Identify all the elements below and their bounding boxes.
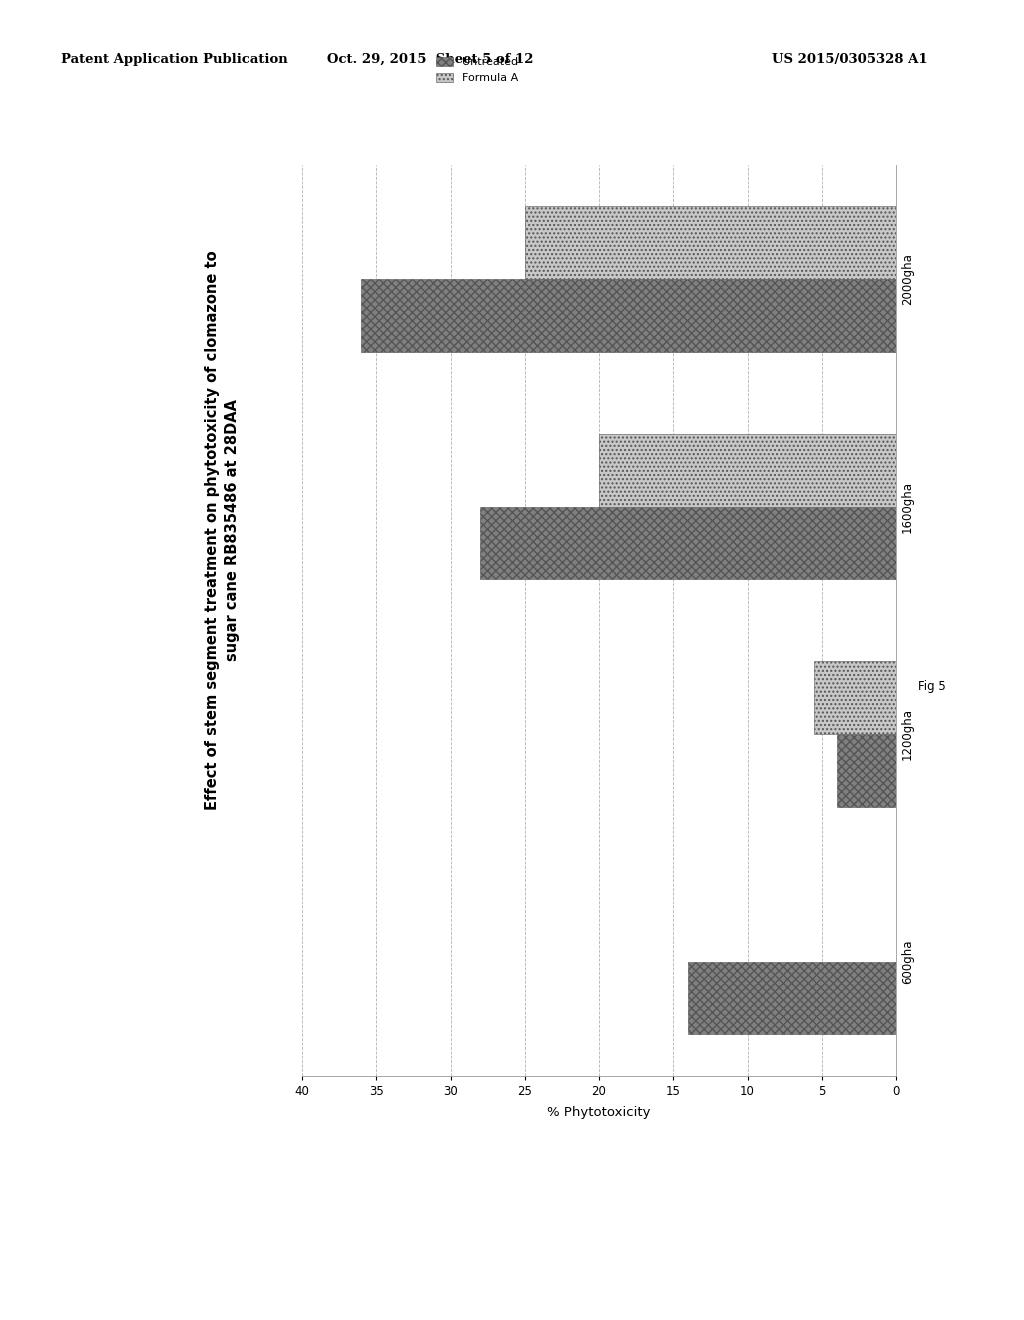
X-axis label: % Phytotoxicity: % Phytotoxicity [547,1106,651,1119]
Bar [361,280,896,352]
Bar [480,507,896,579]
Text: US 2015/0305328 A1: US 2015/0305328 A1 [772,53,928,66]
Bar [837,734,896,807]
Text: Oct. 29, 2015  Sheet 5 of 12: Oct. 29, 2015 Sheet 5 of 12 [327,53,534,66]
Bar [524,206,896,280]
Text: Effect of stem segment treatment on phytotoxicity of clomazone to
sugar cane RB8: Effect of stem segment treatment on phyt… [205,251,240,810]
Legend: Untreated, Formula A: Untreated, Formula A [431,53,522,87]
Text: Patent Application Publication: Patent Application Publication [61,53,288,66]
Bar [688,961,896,1035]
Text: Fig 5: Fig 5 [918,680,945,693]
Bar [599,434,896,507]
Bar [814,661,896,734]
